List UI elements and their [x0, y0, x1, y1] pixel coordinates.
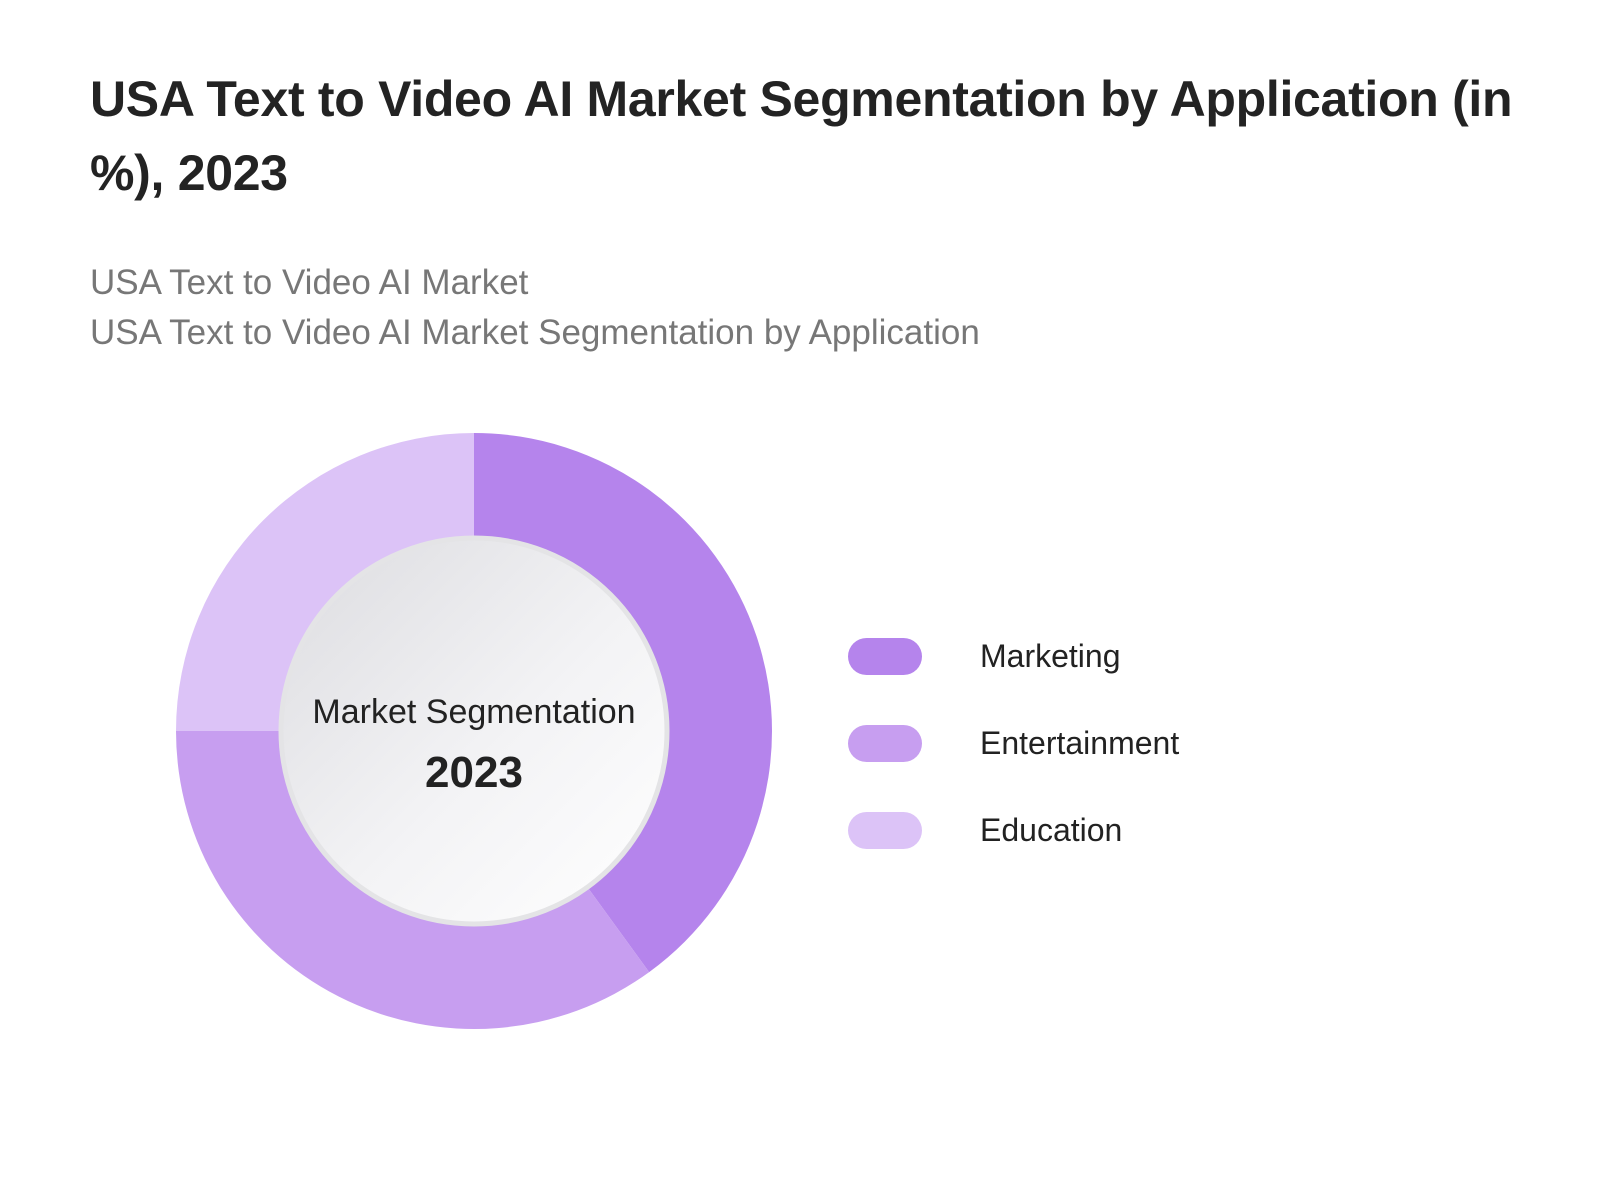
- donut-center-label: Market Segmentation: [312, 693, 635, 731]
- donut-center-value: 2023: [425, 748, 523, 797]
- legend-swatch: [848, 725, 922, 762]
- subtitle-line-1: USA Text to Video AI Market: [90, 263, 529, 302]
- donut-slice-education: [176, 433, 474, 731]
- legend-label: Education: [980, 812, 1123, 848]
- legend-label: Entertainment: [980, 725, 1180, 761]
- legend-swatch: [848, 812, 922, 849]
- chart-subtitle: USA Text to Video AI Market USA Text to …: [90, 258, 980, 358]
- legend-label: Marketing: [980, 638, 1121, 674]
- subtitle-line-2: USA Text to Video AI Market Segmentation…: [90, 313, 980, 352]
- donut-slice-marketing: [474, 433, 772, 973]
- donut-center-disc: [278, 535, 670, 927]
- legend-swatch: [848, 638, 922, 675]
- chart-title: USA Text to Video AI Market Segmentation…: [90, 71, 1513, 201]
